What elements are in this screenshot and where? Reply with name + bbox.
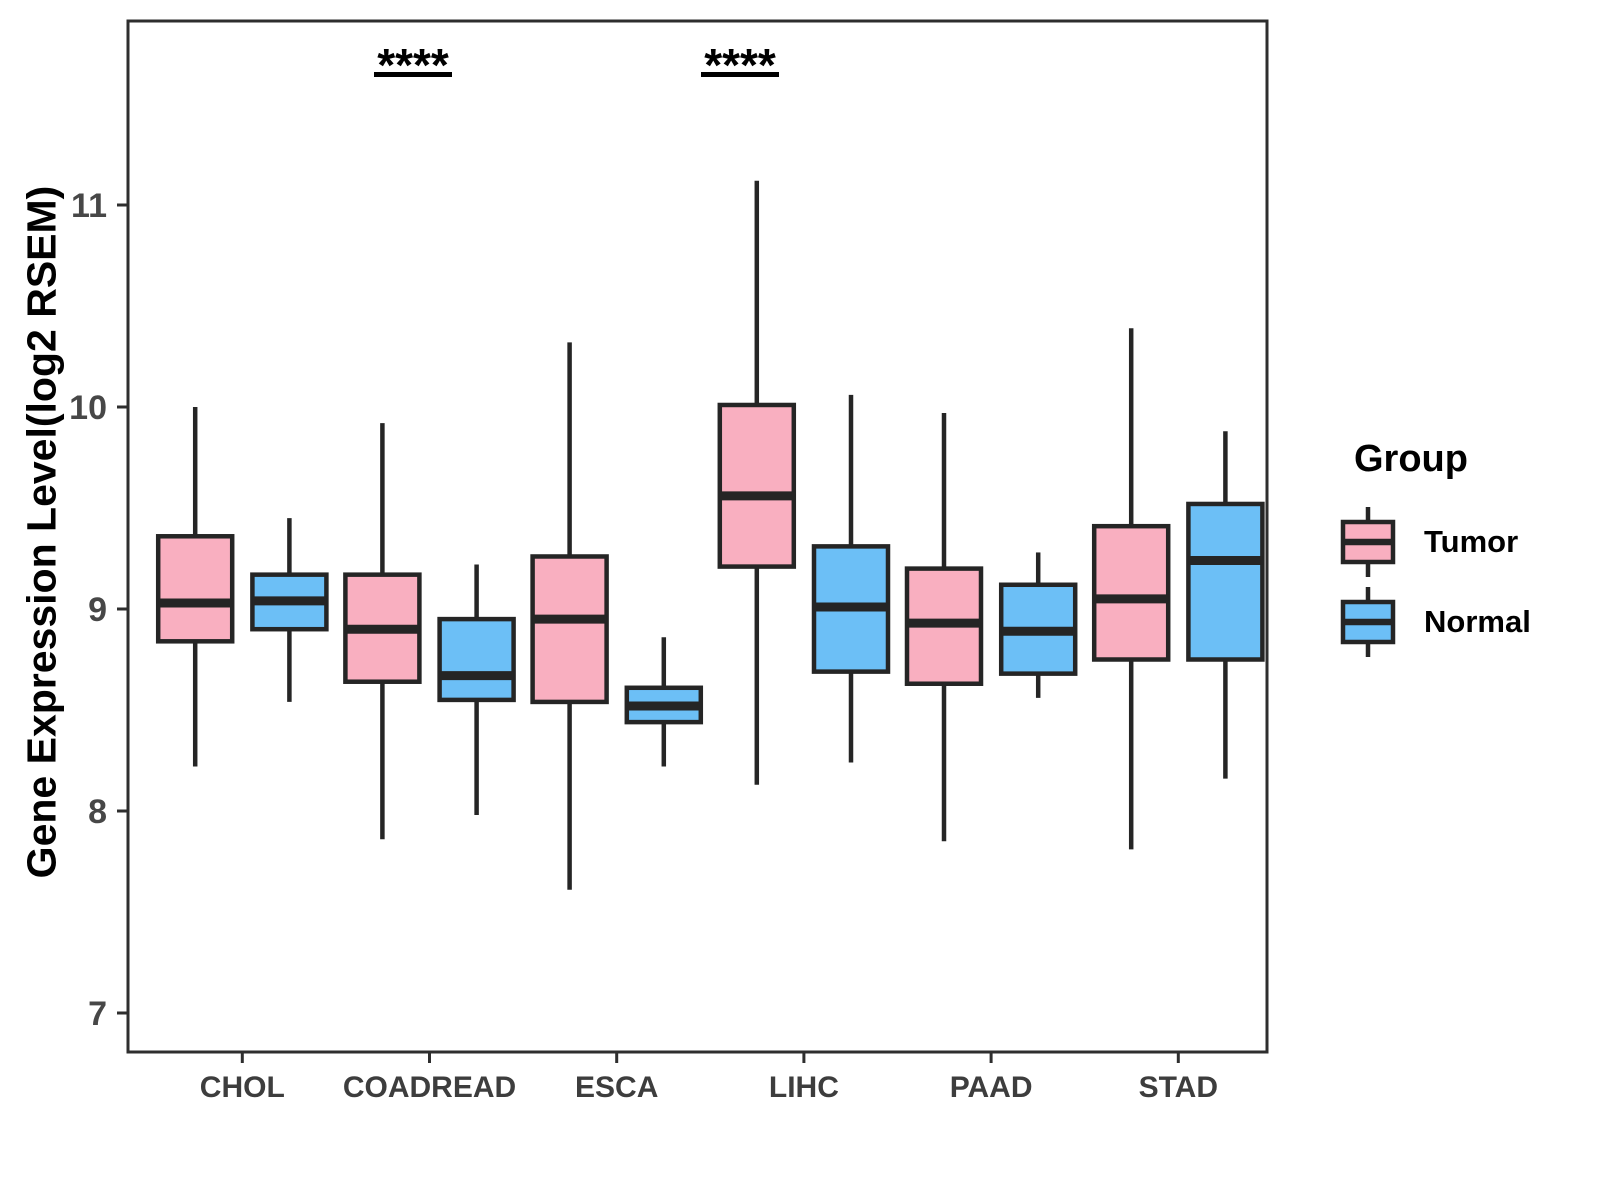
box-coadread-normal [437,616,516,703]
y-tick-label-11: 11 [71,187,107,225]
legend-label-normal: Normal [1424,604,1531,639]
normal-boxplot-glyph-icon [1340,587,1396,657]
y-tick-label-8: 8 [88,793,107,831]
legend: Group Tumor Normal [1340,438,1590,659]
x-label-COADREAD: COADREAD [343,1071,516,1104]
legend-item-normal: Normal [1340,585,1590,659]
legend-title: Group [1354,438,1468,480]
significance-stars-COADREAD: **** [377,39,449,91]
box-lihc-tumor [717,402,797,569]
legend-label-tumor: Tumor [1424,524,1519,559]
significance-line-COADREAD [374,72,452,77]
significance-stars-LIHC: **** [704,39,776,91]
y-tick-label-7: 7 [88,995,107,1033]
box-chol-tumor [155,534,235,644]
plot-panel [126,19,1269,1054]
y-tick-label-10: 10 [69,389,107,427]
x-label-STAD: STAD [1139,1071,1218,1104]
x-label-PAAD: PAAD [950,1071,1033,1104]
significance-line-LIHC [701,72,779,77]
y-axis-title: Gene Expression Level(log2 RSEM) [18,185,65,879]
x-label-CHOL: CHOL [200,1071,285,1104]
box-stad-tumor [1091,523,1171,662]
box-esca-tumor [530,554,609,705]
tumor-boxplot-glyph-icon [1340,507,1396,577]
legend-item-tumor: Tumor [1340,505,1590,579]
x-label-LIHC: LIHC [769,1071,839,1104]
box-stad-normal [1186,501,1265,662]
x-label-ESCA: ESCA [575,1071,658,1104]
y-tick-label-9: 9 [88,591,107,629]
